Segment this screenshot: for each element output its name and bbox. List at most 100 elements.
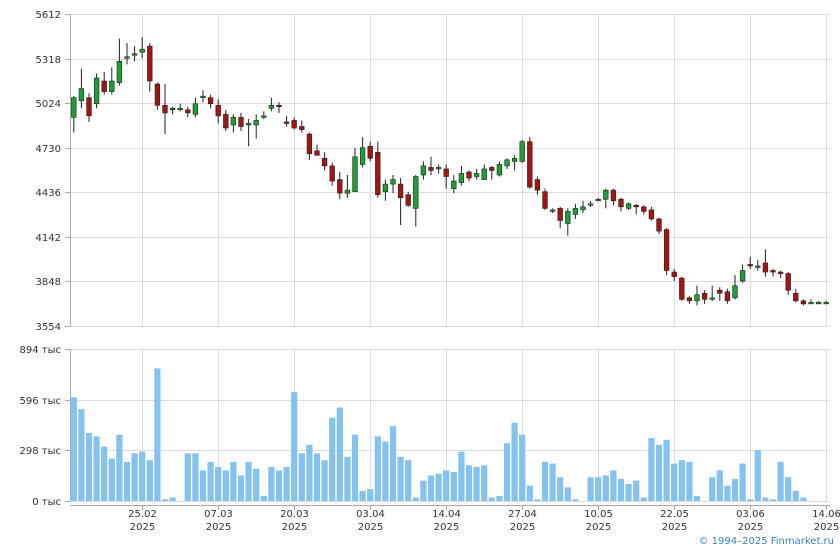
candle-up — [549, 209, 556, 212]
volume-bar — [123, 461, 131, 501]
volume-tick-label: 596 тыс — [20, 396, 61, 407]
price-tick-label: 4730 — [36, 144, 61, 155]
candle-down — [276, 104, 282, 108]
volume-bar — [777, 461, 784, 501]
volume-bar — [389, 426, 397, 501]
volume-bar — [640, 497, 647, 501]
volume-bar — [329, 417, 336, 501]
volume-bar — [443, 470, 450, 501]
candle-down — [793, 292, 799, 302]
candle-up — [382, 183, 389, 192]
candle-down — [747, 264, 753, 267]
candle-up — [253, 120, 259, 126]
candle-down — [223, 114, 229, 129]
x-tick-date: 10.05 — [584, 509, 613, 520]
candle-down — [701, 292, 708, 300]
x-tick-year: 2025 — [130, 522, 155, 533]
x-tick-year: 2025 — [358, 522, 383, 533]
volume-bar — [686, 461, 693, 501]
volume-bar — [557, 477, 564, 501]
volume-bar — [587, 477, 594, 501]
candle-up — [519, 141, 525, 162]
volume-bar — [253, 468, 260, 501]
candle-down — [86, 97, 92, 117]
volume-bar — [359, 490, 366, 501]
volume-bar — [465, 465, 473, 501]
candle-up — [587, 203, 594, 206]
x-tick-date: 27.04 — [508, 509, 537, 520]
candle-up — [739, 270, 746, 282]
x-tick-date: 03.06 — [736, 509, 765, 520]
volume-bar — [397, 456, 404, 501]
volume-bar — [716, 470, 723, 501]
candle-down — [185, 109, 191, 114]
candle-down — [656, 218, 662, 232]
volume-bar — [549, 463, 556, 501]
candle-down — [162, 104, 168, 114]
candle-up — [124, 56, 130, 59]
candle-down — [679, 277, 685, 300]
volume-bar — [161, 499, 169, 501]
candle-down — [686, 297, 693, 302]
volume-bar — [298, 453, 305, 501]
volume-bar — [237, 475, 245, 501]
candle-up — [755, 265, 761, 268]
candle-down — [542, 191, 548, 209]
candle-up — [603, 189, 609, 200]
candle-up — [413, 176, 419, 209]
volume-bar — [511, 422, 518, 501]
candle-up — [572, 208, 579, 215]
candle-down — [785, 273, 791, 291]
volume-bar — [481, 465, 488, 501]
volume-bar — [374, 436, 381, 501]
candle-down — [321, 158, 328, 167]
candle-down — [314, 150, 320, 156]
volume-bar — [769, 499, 777, 501]
candle-up — [808, 302, 814, 305]
candle-up — [815, 302, 822, 305]
candle-up — [511, 158, 518, 162]
volume-bar — [800, 497, 807, 501]
volume-tick-label: 0 тыс — [32, 497, 61, 508]
volume-bar — [268, 466, 275, 501]
candle-up — [504, 159, 510, 167]
candle-up — [200, 95, 206, 98]
candle-down — [534, 179, 541, 191]
volume-bar — [93, 436, 100, 501]
candle-down — [215, 104, 221, 117]
candle-up — [435, 167, 442, 170]
copyright-notice[interactable]: © 1994–2025 Finmarket.ru — [698, 536, 834, 547]
x-tick-year: 2025 — [282, 522, 307, 533]
volume-series — [70, 368, 807, 501]
candle-up — [177, 107, 183, 111]
candle-down — [724, 291, 731, 302]
candle-down — [663, 229, 670, 271]
volume-bar — [458, 451, 465, 501]
volume-bar — [108, 458, 115, 501]
volume-bar — [496, 495, 503, 501]
candle-up — [565, 211, 571, 224]
volume-bar — [663, 439, 670, 501]
candle-down — [147, 45, 153, 82]
volume-bar — [215, 466, 222, 501]
volume-bar — [724, 485, 731, 501]
candle-up — [109, 80, 115, 92]
candle-down — [154, 83, 161, 106]
volume-bar — [154, 368, 161, 501]
candle-down — [557, 208, 563, 221]
volume-bar — [709, 477, 716, 501]
candle-up — [192, 103, 199, 115]
candle-up — [71, 97, 77, 118]
candle-down — [375, 151, 381, 196]
x-tick-date: 20.03 — [280, 509, 309, 520]
volume-bar — [633, 480, 640, 501]
volume-bar — [116, 434, 123, 501]
volume-bar — [617, 478, 625, 501]
price-tick-label: 3848 — [36, 277, 61, 288]
x-tick-date: 14.06 — [812, 509, 840, 520]
candle-up — [245, 123, 252, 126]
volume-bar — [70, 397, 77, 501]
candle-up — [580, 206, 586, 211]
volume-bar — [648, 438, 655, 501]
